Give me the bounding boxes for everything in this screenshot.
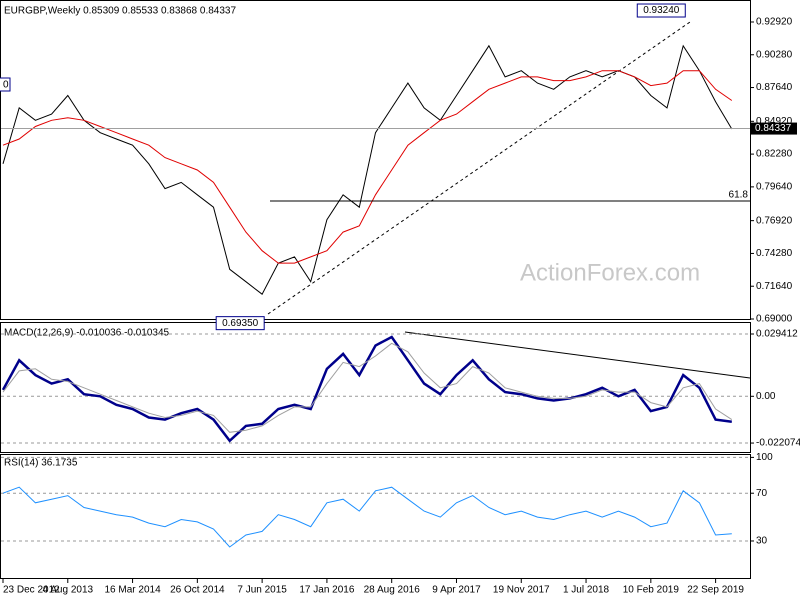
series-line (2, 70, 733, 264)
current-price-box (751, 122, 797, 135)
y-tick-label: 0.74280 (756, 248, 793, 259)
high-label-box (636, 3, 686, 18)
y-tick-label: 0.76920 (756, 215, 793, 226)
x-tick-label: 7 Jun 2015 (237, 585, 287, 596)
y-tick-label: 100 (756, 452, 773, 463)
x-tick-label: 16 Mar 2014 (104, 585, 161, 596)
rsi-panel (0, 454, 751, 579)
fib-label: 61.8 (729, 190, 749, 201)
rsi-label: RSI(14) 36.1735 (4, 458, 78, 469)
series-line (2, 342, 733, 433)
series-line (2, 44, 733, 295)
x-tick-label: 19 Nov 2017 (493, 585, 550, 596)
y-tick-label: 0.84920 (756, 116, 793, 127)
series-line (2, 486, 732, 548)
edge-label-box (0, 77, 11, 92)
y-tick-label: 0.90280 (756, 49, 793, 60)
y-tick-label: 0.79640 (756, 182, 793, 193)
y-tick-label: 0.029412 (756, 329, 798, 340)
y-tick-label: 0.82280 (756, 149, 793, 160)
macd-trend-line (404, 331, 751, 379)
x-tick-label: 1 Jul 2018 (563, 585, 610, 596)
low-label: 0.69350 (222, 318, 259, 329)
high-label: 0.93240 (643, 5, 680, 16)
y-tick-label: 0.71640 (756, 281, 793, 292)
chart-title: EURGBP,Weekly 0.85309 0.85533 0.83868 0.… (4, 6, 236, 17)
watermark: ActionForex.com (520, 259, 700, 286)
low-label-box (215, 316, 265, 331)
y-tick-label: 70 (756, 488, 768, 499)
macd-panel (0, 322, 751, 453)
x-tick-label: 28 Aug 2016 (364, 585, 421, 596)
x-tick-label: 10 Feb 2019 (623, 585, 680, 596)
series-line (1, 335, 732, 443)
x-tick-label: 23 Dec 2012 (3, 585, 60, 596)
x-tick-label: 4 Aug 2013 (42, 585, 93, 596)
edge-label: 0 (3, 80, 9, 91)
y-tick-label: 0.87640 (756, 82, 793, 93)
x-tick-label: 9 Apr 2017 (432, 585, 481, 596)
y-tick-label: 0.69000 (756, 314, 793, 325)
current-price-label: 0.84337 (755, 123, 792, 134)
y-tick-label: 0.92920 (756, 17, 793, 28)
y-tick-label: -0.022074 (756, 438, 800, 449)
x-tick-label: 22 Sep 2019 (687, 585, 744, 596)
x-tick-label: 17 Jan 2016 (299, 585, 354, 596)
x-tick-label: 26 Oct 2014 (170, 585, 225, 596)
y-tick-label: 30 (756, 536, 768, 547)
y-tick-label: 0.00 (756, 391, 776, 402)
macd-label: MACD(12,26,9) -0.010036 -0.010345 (4, 328, 170, 339)
price-panel (0, 0, 751, 320)
